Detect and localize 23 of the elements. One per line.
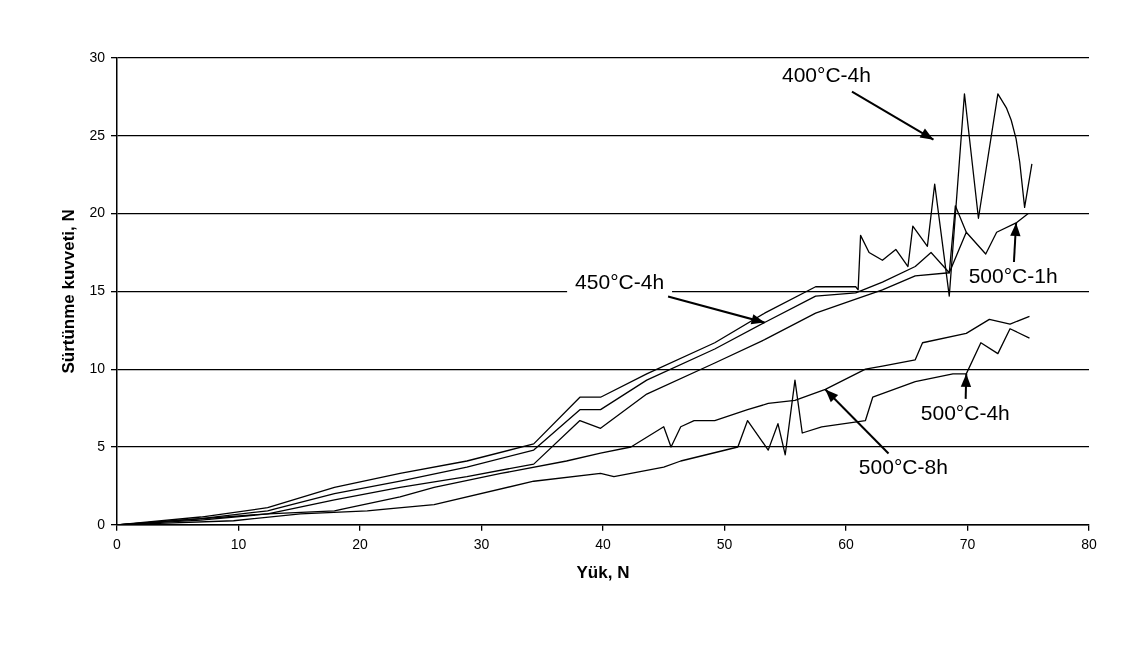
x-tick-label: 80 <box>1081 536 1097 553</box>
annotation: 500°C-1h <box>968 263 1058 287</box>
y-axis-title: Sürtünme kuvveti, N <box>58 209 78 374</box>
annotation: 400°C-4h <box>782 63 871 87</box>
x-tick-label: 10 <box>230 536 247 553</box>
x-tick-label: 0 <box>113 536 122 553</box>
annotation: 500°C-4h <box>920 400 1010 424</box>
y-tick-label: 25 <box>89 126 106 143</box>
x-axis-title: Yük, N <box>576 563 630 583</box>
x-tick-label: 20 <box>352 536 368 553</box>
x-tick-label: 70 <box>959 536 976 553</box>
y-tick-label: 20 <box>89 204 106 221</box>
x-tick-label: 40 <box>595 536 611 553</box>
y-tick-label: 30 <box>89 48 106 65</box>
x-tick-label: 30 <box>473 536 490 553</box>
y-tick-label: 10 <box>89 360 106 377</box>
y-tick-label: 15 <box>89 282 106 299</box>
x-tick-label: 60 <box>838 536 854 553</box>
y-tick-label: 5 <box>97 437 106 454</box>
annotation: 500°C-8h <box>858 455 948 479</box>
annotation: 450°C-4h <box>575 270 665 294</box>
y-tick-label: 0 <box>97 515 106 532</box>
x-tick-label: 50 <box>716 536 733 553</box>
